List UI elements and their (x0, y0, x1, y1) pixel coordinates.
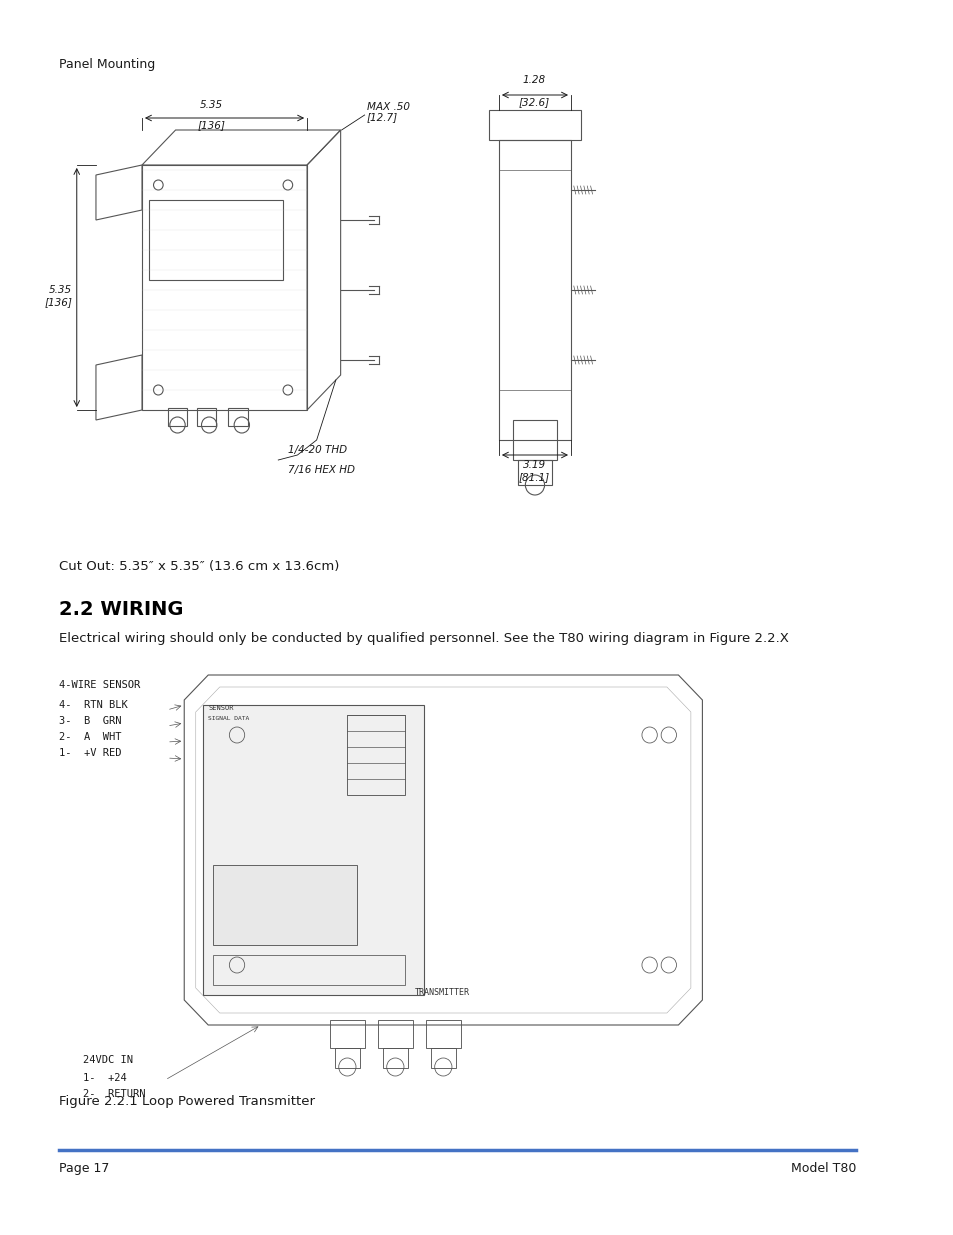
Text: 2-  A  WHT: 2- A WHT (59, 732, 122, 742)
Text: Model T80: Model T80 (790, 1162, 855, 1174)
Text: Cut Out: 5.35″ x 5.35″ (13.6 cm x 13.6cm): Cut Out: 5.35″ x 5.35″ (13.6 cm x 13.6cm… (59, 559, 339, 573)
Text: Page 17: Page 17 (59, 1162, 110, 1174)
Text: Electrical wiring should only be conducted by qualified personnel. See the T80 w: Electrical wiring should only be conduct… (59, 632, 788, 645)
Text: 4-  RTN BLK: 4- RTN BLK (59, 700, 128, 710)
Text: 1.28: 1.28 (522, 75, 545, 85)
Bar (426, 1020, 460, 1049)
Text: 7/16 HEX HD: 7/16 HEX HD (288, 466, 355, 475)
Text: 1/4-20 THD: 1/4-20 THD (288, 445, 347, 454)
Bar (335, 1049, 359, 1068)
Text: 5.35: 5.35 (199, 100, 222, 110)
Bar (228, 408, 248, 426)
Bar (196, 408, 215, 426)
Text: SIGNAL DATA: SIGNAL DATA (208, 716, 250, 721)
Text: [32.6]: [32.6] (518, 98, 550, 107)
Bar (213, 955, 404, 986)
Text: 1-  +V RED: 1- +V RED (59, 748, 122, 758)
Bar (149, 200, 283, 280)
Text: 3.19: 3.19 (522, 459, 545, 471)
Bar (513, 420, 556, 459)
Bar (431, 1049, 456, 1068)
Text: [12.7]: [12.7] (366, 112, 397, 122)
Text: TRANSMITTER: TRANSMITTER (415, 988, 469, 997)
Bar (498, 140, 570, 440)
Bar (517, 459, 551, 485)
Text: 1-  +24: 1- +24 (84, 1073, 127, 1083)
Text: [81.1]: [81.1] (518, 472, 550, 482)
Text: MAX .50: MAX .50 (366, 103, 409, 112)
Text: 24VDC IN: 24VDC IN (84, 1055, 133, 1065)
Text: 2.2 WIRING: 2.2 WIRING (59, 600, 184, 619)
Text: 3-  B  GRN: 3- B GRN (59, 716, 122, 726)
Text: SENSOR: SENSOR (208, 705, 233, 711)
Bar (382, 1049, 407, 1068)
Text: Panel Mounting: Panel Mounting (59, 58, 155, 70)
Text: [136]: [136] (44, 296, 71, 308)
Bar (489, 110, 580, 140)
Text: Figure 2.2.1 Loop Powered Transmitter: Figure 2.2.1 Loop Powered Transmitter (59, 1095, 315, 1108)
Text: [136]: [136] (197, 120, 225, 130)
Bar (203, 705, 424, 995)
Text: 4-WIRE SENSOR: 4-WIRE SENSOR (59, 680, 141, 690)
Bar (213, 864, 356, 945)
Bar (168, 408, 187, 426)
Bar (330, 1020, 364, 1049)
Text: 2-  RETURN: 2- RETURN (84, 1089, 146, 1099)
Text: 5.35: 5.35 (49, 285, 71, 295)
Bar (377, 1020, 413, 1049)
Bar (347, 715, 404, 795)
